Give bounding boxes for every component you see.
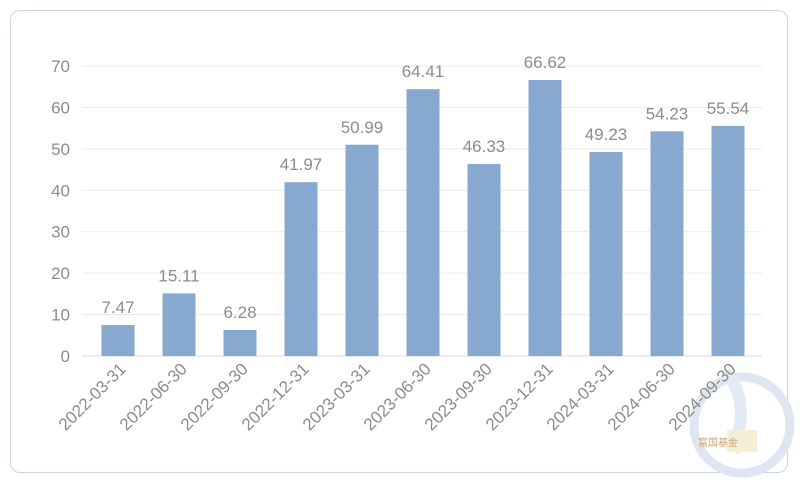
bar	[345, 144, 379, 356]
data-label: 46.33	[463, 137, 506, 156]
y-tick-label: 10	[51, 306, 70, 325]
watermark-logo: 富国基金	[689, 367, 795, 478]
data-label: 41.97	[280, 155, 323, 174]
y-tick-label: 60	[51, 98, 70, 117]
watermark-text: 富国基金	[698, 436, 738, 449]
bar	[711, 125, 745, 356]
bar	[284, 182, 318, 356]
bar	[162, 293, 196, 356]
y-tick-label: 20	[51, 264, 70, 283]
y-tick-label: 50	[51, 140, 70, 159]
y-tick-label: 70	[51, 57, 70, 76]
bar	[406, 89, 440, 356]
data-label: 55.54	[707, 99, 750, 118]
bars	[101, 80, 745, 356]
data-label: 15.11	[158, 266, 199, 285]
data-label: 66.62	[524, 53, 567, 72]
watermark-ring	[689, 372, 795, 478]
bar	[589, 152, 623, 356]
bar	[101, 325, 135, 356]
data-label: 54.23	[646, 104, 689, 123]
data-label: 64.41	[402, 62, 445, 81]
y-tick-label: 30	[51, 223, 70, 242]
y-tick-label: 0	[61, 347, 70, 366]
bar	[467, 164, 501, 356]
value-labels: 7.47 15.11 6.28 41.97 50.99 64.41 46.33 66.62 49…	[101, 53, 749, 322]
bar	[223, 329, 257, 356]
y-tick-label: 40	[51, 181, 70, 200]
data-label: 7.47	[101, 298, 134, 317]
data-label: 49.23	[585, 125, 628, 144]
data-label: 6.28	[223, 303, 256, 322]
data-label: 50.99	[341, 118, 384, 137]
bar	[528, 80, 562, 356]
x-axis-ticks: 2022-03-312022-06-302022-09-302022-12-31…	[55, 359, 740, 434]
bar	[650, 131, 684, 356]
watermark-badge	[727, 430, 757, 452]
y-axis-ticks: 0 10 20 30 40 50 60 70	[51, 57, 70, 366]
